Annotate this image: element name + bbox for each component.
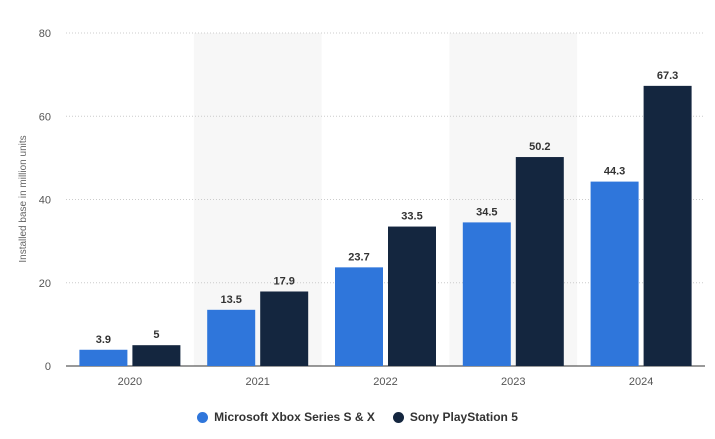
x-tick-label-2022: 2022 [373,376,397,388]
data-label-playstation-2021: 17.9 [273,275,294,287]
data-label-playstation-2022: 33.5 [401,211,422,223]
data-label-xbox-2024: 44.3 [604,166,625,178]
data-label-xbox-2023: 34.5 [476,206,497,218]
bar-playstation-2024 [643,85,692,367]
legend-dot-xbox [197,411,209,423]
x-tick-label-2023: 2023 [501,376,525,388]
y-tick-label-80: 80 [39,28,51,40]
legend-label-playstation: Sony PlayStation 5 [409,410,518,424]
y-tick-label-0: 0 [45,361,51,373]
bar-chart: 0 20 40 60 80 3.9 13.5 23.7 34.5 44.3 5 17.9 33.5 50… [18,28,705,388]
legend-item-playstation[interactable]: Sony PlayStation 5 [392,410,518,424]
y-tick-label-20: 20 [39,278,51,290]
bar-xbox-2024 [590,181,639,366]
x-tick-label-2021: 2021 [245,376,269,388]
legend-dot-playstation [392,411,404,423]
x-tick-label-2024: 2024 [629,376,653,388]
bar-playstation-2020 [132,345,181,366]
data-label-xbox-2020: 3.9 [96,334,111,346]
bar-xbox-2020 [79,349,128,366]
data-label-xbox-2021: 13.5 [220,294,241,306]
x-tick-label-2020: 2020 [118,376,142,388]
legend-item-xbox[interactable]: Microsoft Xbox Series S & X [197,410,375,424]
data-label-playstation-2020: 5 [153,329,159,341]
y-tick-label-40: 40 [39,195,51,207]
bar-playstation-2023 [515,157,564,366]
bar-playstation-2022 [388,226,436,366]
data-label-playstation-2024: 67.3 [657,70,678,82]
y-axis-label: Installed base in million units [18,135,29,262]
bar-xbox-2021 [207,309,256,366]
legend-label-xbox: Microsoft Xbox Series S & X [214,410,375,424]
bar-xbox-2023 [462,222,511,366]
legend: Microsoft Xbox Series S & X Sony PlaySta… [0,410,715,424]
bar-xbox-2022 [335,267,383,366]
y-tick-label-60: 60 [39,111,51,123]
bar-playstation-2021 [260,291,309,366]
data-label-xbox-2022: 23.7 [348,251,369,263]
data-label-playstation-2023: 50.2 [529,141,550,153]
